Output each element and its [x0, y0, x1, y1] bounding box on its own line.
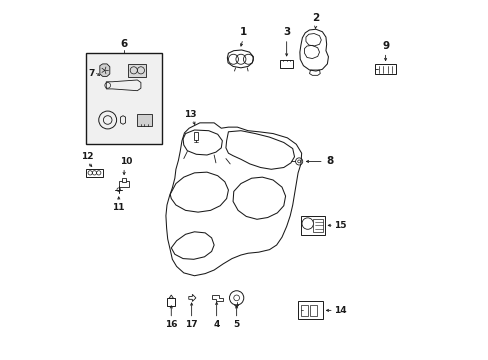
Bar [313, 219, 323, 231]
Text: 15: 15 [334, 221, 346, 230]
Bar [85, 53, 162, 144]
Bar [309, 305, 316, 316]
Text: 6: 6 [120, 39, 127, 49]
Bar [137, 114, 151, 126]
Text: 2: 2 [312, 13, 319, 23]
Bar [279, 60, 293, 68]
Polygon shape [100, 64, 110, 76]
Bar [122, 178, 126, 182]
Bar [119, 181, 129, 186]
Bar [167, 298, 175, 306]
Text: 7: 7 [89, 69, 95, 78]
Bar [194, 132, 198, 140]
Text: 5: 5 [233, 320, 239, 329]
Bar [374, 64, 395, 74]
Text: 3: 3 [283, 27, 290, 37]
Text: 14: 14 [334, 306, 346, 315]
Bar [300, 305, 307, 316]
Text: 13: 13 [183, 109, 196, 118]
Text: 1: 1 [239, 27, 246, 37]
Text: 4: 4 [213, 320, 220, 329]
Text: 10: 10 [120, 157, 132, 166]
Bar [298, 301, 322, 319]
Bar [128, 64, 146, 77]
Text: 9: 9 [381, 41, 388, 51]
Text: 17: 17 [185, 320, 198, 329]
Text: 8: 8 [325, 157, 332, 166]
Text: 16: 16 [164, 320, 177, 329]
Bar [86, 169, 103, 177]
Text: 11: 11 [112, 203, 125, 212]
Bar [301, 216, 324, 235]
Text: 12: 12 [81, 152, 93, 161]
